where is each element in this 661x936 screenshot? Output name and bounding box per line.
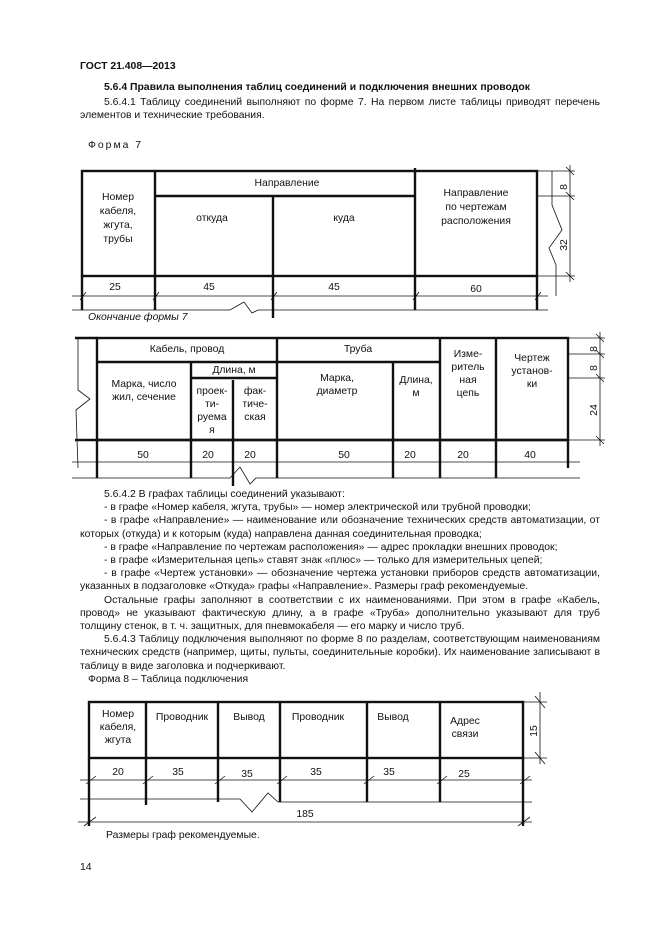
form7-end-grid [72,332,605,486]
form7-end-designed-l2: ти- [205,399,219,410]
form7-end-height: 8 [589,346,600,352]
form7-dir-drawings-l3: расположения [441,216,511,227]
form7-dir-drawings-l2: по чертежам [445,202,506,213]
form7-end-width: 50 [137,450,149,461]
form7-end-meas-l3: ная [459,375,476,386]
form7-to: куда [333,213,355,224]
form7-col-number-l4: трубы [103,233,132,245]
form7-end-pipe-brand-l1: Марка, [320,373,354,384]
form7-col-number-l3: жгута, [103,220,132,231]
form8-col-number-l1: Номер [102,709,134,720]
form8-caption: Форма 8 – Таблица подключения [88,673,249,685]
form8-terminal-2: Вывод [377,712,408,723]
form7-width: 45 [203,282,215,293]
form7-end-width: 50 [338,450,350,461]
form7-end-cable: Кабель, провод [150,343,225,355]
form8-width: 35 [241,769,253,780]
form7-end-pipe: Труба [344,343,372,355]
form7-end-brand-l2: жил, сечение [112,392,176,403]
form7-end-height: 24 [589,404,600,416]
form7-from: откуда [196,213,228,224]
form7-end-install-l3: ки [527,379,538,390]
form7-end-width: 40 [524,450,536,461]
body-paragraphs: 5.6.4.2 В графах таблицы соединений указ… [80,488,600,686]
form8-col-number-l3: жгута [105,735,132,746]
form7-end-install-l1: Чертеж [514,353,550,364]
form7-height: 8 [559,184,570,190]
form7-col-number-l1: Номер [102,192,134,203]
form8-conductor-2: Проводник [292,712,345,723]
form8-terminal-1: Вывод [233,712,264,723]
form7-end-brand-l1: Марка, число [111,379,176,390]
form7-dir-drawings-l1: Направление [444,188,509,199]
form7-width: 45 [328,282,340,293]
form8-total-width: 185 [296,809,314,820]
form7-end-actual-l1: фак- [244,385,266,397]
form7-width: 25 [109,282,121,293]
form8-width: 35 [383,767,395,778]
form7-grid [72,165,575,318]
form8-width: 20 [112,767,124,778]
form7-end-designed-l4: я [209,425,215,436]
form7-col-number-l2: кабеля, [100,205,136,217]
form7-end-meas-l1: Изме- [454,349,483,360]
form7-height: 32 [559,239,570,251]
form7-end-length: Длина, м [212,365,255,376]
form7-end-width: 20 [244,450,256,461]
form7-end-meas-l2: ритель [451,362,484,373]
form7-caption: Форма 7 [88,140,144,151]
paragraph-5-6-4-1: 5.6.4.1 Таблицу соединений выполняют по … [80,97,600,122]
form7-end-meas-l4: цепь [457,388,480,399]
page-number: 14 [80,862,92,873]
form7-end-designed-l1: проек- [197,386,228,397]
list-item: - в графе «Номер кабеля, жгута, трубы» —… [104,502,531,514]
form8-width: 35 [310,767,322,778]
form8-conductor-1: Проводник [156,712,209,723]
list-item: - в графе «Измерительная цепь» ставят зн… [104,555,543,567]
form7-end-width: 20 [202,450,214,461]
paragraph-other-columns: Остальные графы заполняют в соответствии… [80,594,600,633]
form7-end-designed-l3: руема [197,412,227,423]
form7-end-height: 8 [589,365,600,371]
list-item: - в графе «Чертеж установки» — обозначен… [80,568,600,593]
form7-end-actual-l2: тиче- [242,399,267,410]
paragraph-5-6-4-2: 5.6.4.2 В графах таблицы соединений указ… [104,489,345,500]
form7-end-pipe-length-l1: Длина, [399,375,432,386]
form8-note: Размеры граф рекомендуемые. [106,830,260,841]
form7-end-install-l2: установ- [511,366,552,377]
form7-width: 60 [470,284,482,295]
form7-direction: Направление [255,178,320,189]
form8-width: 25 [458,769,470,780]
list-item: - в графе «Направление» — наименование и… [80,515,600,540]
form7-end-width: 20 [457,450,469,461]
section-title: 5.6.4 Правила выполнения таблиц соединен… [104,82,530,93]
list-item: - в графе «Направление по чертежам распо… [104,541,558,553]
form7-end-caption: Окончание формы 7 [88,312,188,323]
document-standard-header: ГОСТ 21.408—2013 [80,61,176,72]
form8-width: 35 [172,767,184,778]
form7-end-pipe-length-l2: м [412,388,419,399]
form7-end-pipe-brand-l2: диаметр [317,386,358,397]
form8-height: 15 [529,725,540,737]
form8-address-l2: связи [452,729,479,740]
form8-col-number-l2: кабеля, [100,721,136,733]
form7-end-width: 20 [404,450,416,461]
form7-end-actual-l3: ская [244,412,265,423]
form8-address-l1: Адрес [450,716,480,727]
paragraph-5-6-4-3: 5.6.4.3 Таблицу подключения выполняют по… [80,634,600,672]
form8-grid [78,692,547,827]
